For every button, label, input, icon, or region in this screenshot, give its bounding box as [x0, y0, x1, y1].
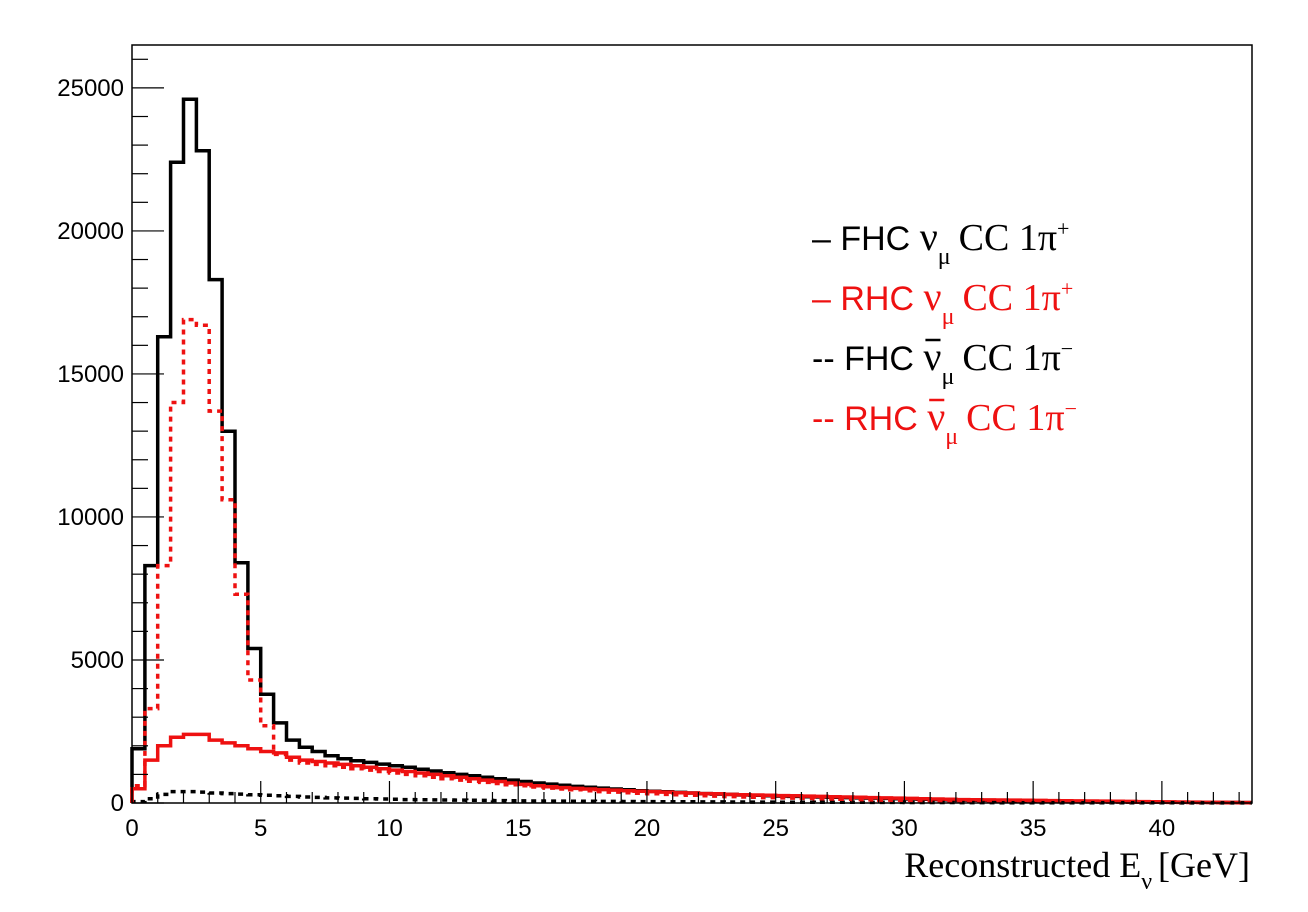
legend: – FHC νμ CC 1π+– RHC νμ CC 1π+-- FHC νμ CC …	[812, 214, 1077, 450]
series-fhc_numu-line	[130, 97, 1252, 805]
x-tick-label: 40	[1149, 815, 1176, 842]
legend-label: – FHC νμ CC 1π+	[812, 214, 1069, 270]
legend-label: -- RHC νμ CC 1π−	[812, 394, 1077, 450]
series-rhc_numubar-line	[130, 317, 1252, 805]
axes-layer: 0 5 10 15 20 25 30 35 40 0 5000 10000 15000 20000 2500…	[57, 58, 1240, 842]
legend-label: – RHC νμ CC 1π+	[812, 274, 1073, 330]
x-axis-title-main: Reconstructed E	[904, 845, 1141, 885]
x-axis-title-subscript: ν	[1141, 869, 1152, 895]
x-tick-label: 5	[254, 815, 267, 842]
legend-entry-rhc_numubar: -- RHC νμ CC 1π−	[812, 394, 1077, 450]
x-axis-title: Reconstructed Eν [GeV]	[904, 845, 1250, 895]
x-tick-label: 10	[376, 815, 403, 842]
y-tick-label: 10000	[57, 504, 124, 531]
y-tick-label: 15000	[57, 361, 124, 388]
legend-label: -- FHC νμ CC 1π−	[812, 334, 1073, 390]
x-tick-label: 30	[891, 815, 918, 842]
y-tick-label: 20000	[57, 218, 124, 245]
y-tick-label: 0	[111, 790, 124, 817]
legend-entry-fhc_numubar: -- FHC νμ CC 1π−	[812, 334, 1073, 390]
plot-frame	[131, 44, 1253, 804]
x-tick-label: 20	[634, 815, 661, 842]
x-tick-label: 35	[1020, 815, 1047, 842]
legend-entry-rhc_numu: – RHC νμ CC 1π+	[812, 274, 1073, 330]
x-tick-label: 15	[505, 815, 532, 842]
y-tick-label: 25000	[57, 75, 124, 102]
x-tick-label: 25	[762, 815, 789, 842]
x-tick-label: 0	[125, 815, 138, 842]
series-layer	[130, 97, 1252, 805]
x-axis-title-unit: [GeV]	[1158, 845, 1250, 885]
y-tick-label: 5000	[71, 647, 124, 674]
legend-entry-fhc_numu: – FHC νμ CC 1π+	[812, 214, 1069, 270]
